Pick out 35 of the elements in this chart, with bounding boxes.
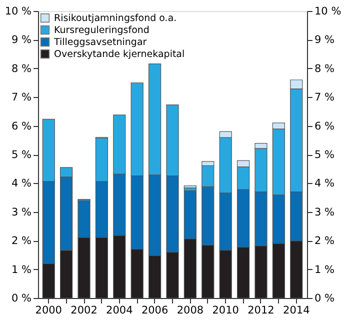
x-tick-label: 2014	[283, 304, 310, 316]
y2-tick-label: 4 %	[314, 178, 335, 190]
y2-tick-label: 0 %	[314, 292, 335, 304]
x-tick-label: 2004	[106, 304, 134, 316]
y-tick-label: 8 %	[12, 62, 32, 75]
y2-tick-label: 6 %	[314, 120, 335, 132]
legend-label: Kursreguleringsfond	[54, 25, 150, 36]
x-tick-label: 2012	[248, 304, 274, 316]
y-tick-label: 10 %	[4, 6, 32, 18]
y-tick-label: 0 %	[12, 292, 32, 304]
x-tick-label: 2008	[176, 304, 204, 316]
y-tick-label: 1 %	[12, 264, 32, 276]
y-tick-label: 2 %	[12, 235, 32, 248]
legend-label: Overskytande kjernekapital	[54, 49, 185, 60]
y2-tick-label: 2 %	[314, 235, 335, 248]
y2-tick-label: 3 %	[314, 206, 335, 218]
y2-tick-label: 7 %	[314, 92, 335, 104]
bar	[184, 185, 196, 188]
y2-tick-label: 5 %	[314, 149, 335, 161]
y2-tick-label: 10 %	[314, 6, 342, 18]
x-tick-label: 2006	[141, 304, 168, 316]
y2-tick-label: 9 %	[314, 34, 335, 46]
y2-tick-label: 1 %	[314, 264, 335, 276]
x-tick-label: 2002	[70, 304, 98, 316]
y-tick-label: 6 %	[12, 120, 32, 132]
legend-label: Risikoutjamningsfond o.a.	[54, 13, 177, 24]
y-tick-label: 3 %	[12, 206, 32, 218]
y-tick-label: 4 %	[12, 178, 32, 190]
y-tick-label: 7 %	[12, 92, 32, 104]
x-tick-label: 2000	[35, 304, 62, 316]
y-tick-label: 5 %	[12, 149, 32, 161]
legend-label: Tilleggsavsetningar	[53, 37, 147, 48]
y-tick-label: 9 %	[12, 34, 32, 46]
x-tick-label: 2010	[212, 304, 239, 316]
y2-tick-label: 8 %	[314, 62, 335, 75]
